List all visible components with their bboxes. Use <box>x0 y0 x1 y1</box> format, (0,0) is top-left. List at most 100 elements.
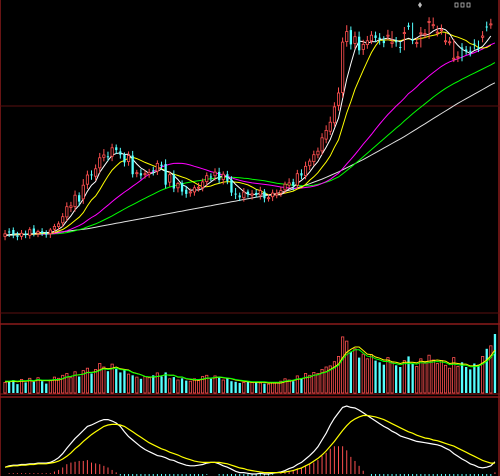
volume-bar <box>185 380 188 393</box>
volume-bar <box>90 373 93 393</box>
candle-body <box>226 174 229 181</box>
candle-body <box>365 40 369 45</box>
candle-body <box>407 25 410 27</box>
candle-body <box>131 155 134 175</box>
candle-body <box>160 164 163 167</box>
volume-bar <box>172 377 175 393</box>
volume-bar <box>465 367 468 393</box>
candle-body <box>295 173 299 186</box>
candle-body <box>16 235 19 237</box>
candle-body <box>52 225 56 230</box>
candle-body <box>32 228 35 234</box>
volume-bar <box>332 361 336 394</box>
candle-body <box>456 56 460 59</box>
volume-bar <box>390 361 394 394</box>
volume-bar <box>303 373 308 394</box>
volume-bar <box>123 370 126 393</box>
volume-bar <box>201 376 205 394</box>
volume-bar <box>81 370 85 394</box>
volume-bar <box>435 363 439 394</box>
candle-body <box>358 36 361 51</box>
volume-bar <box>469 369 472 393</box>
candle-body <box>443 40 448 43</box>
volume-ma2-line <box>5 349 496 383</box>
volume-bar <box>443 364 448 394</box>
candle-body <box>78 195 81 202</box>
candle-body <box>460 47 464 49</box>
candle-body <box>489 23 493 26</box>
volume-bar <box>135 376 139 394</box>
candle-body <box>473 43 476 45</box>
volume-bar <box>127 373 131 394</box>
diamond-icon <box>418 2 422 8</box>
candle-body <box>485 26 488 28</box>
candle-body <box>448 41 452 44</box>
volume-bar <box>73 371 77 394</box>
volume-bar <box>460 362 464 393</box>
volume-bar <box>423 361 427 394</box>
candle-body <box>341 41 345 93</box>
macd-line <box>4 405 496 475</box>
candle-body <box>258 190 262 196</box>
volume-bar <box>19 378 24 394</box>
volume-bar <box>473 363 476 393</box>
candle-body <box>41 231 44 234</box>
volume-bar <box>279 380 283 394</box>
candle-body <box>85 174 90 185</box>
candle-body <box>135 172 139 175</box>
volume-bar <box>246 381 250 393</box>
candle-body <box>155 162 159 172</box>
volume-bar <box>131 375 134 393</box>
volume-bar <box>292 381 295 393</box>
volume-bar <box>382 364 385 393</box>
volume-bar <box>324 366 328 394</box>
candle-body <box>382 40 385 44</box>
volume-bar <box>263 383 266 393</box>
candle-body <box>201 181 205 188</box>
volume-bar <box>8 381 11 393</box>
volume-bar <box>402 360 406 394</box>
volume-bar <box>407 356 410 393</box>
candle-body <box>221 173 225 180</box>
volume-bar <box>295 375 299 394</box>
volume-bar <box>147 377 151 394</box>
volume-bar <box>485 348 488 394</box>
candle-body <box>390 41 394 44</box>
candle-body <box>300 173 303 176</box>
candle-body <box>395 41 398 43</box>
volume-bar <box>374 360 377 393</box>
candle-body <box>287 182 291 186</box>
candle-body <box>218 171 221 181</box>
volume-bar <box>45 383 48 393</box>
candle-body <box>28 229 32 236</box>
volume-bar <box>48 379 52 394</box>
volume-bar <box>52 376 56 394</box>
ma60-line <box>5 82 496 236</box>
volume-bar <box>234 381 237 393</box>
volume-bar <box>452 357 456 394</box>
candle-body <box>19 232 24 237</box>
volume-bar <box>353 348 357 394</box>
candle-body <box>172 174 175 189</box>
volume-bar <box>110 363 114 394</box>
volume-bar <box>152 375 155 393</box>
candle-body <box>61 216 65 224</box>
candle-body <box>115 147 118 151</box>
candle-body <box>230 179 233 193</box>
candle-body <box>127 155 131 162</box>
volume-bar <box>24 382 27 393</box>
volume-bar <box>242 381 246 394</box>
candle-body <box>303 165 308 176</box>
candle-body <box>188 191 192 194</box>
volume-bar <box>176 379 180 394</box>
volume-bar <box>61 374 65 394</box>
candle-body <box>255 192 258 195</box>
candle-body <box>209 176 213 178</box>
candle-body <box>439 29 443 32</box>
candle-body <box>106 156 110 158</box>
candle-body <box>427 20 431 23</box>
candle-body <box>312 154 316 162</box>
volume-bar <box>188 380 192 394</box>
